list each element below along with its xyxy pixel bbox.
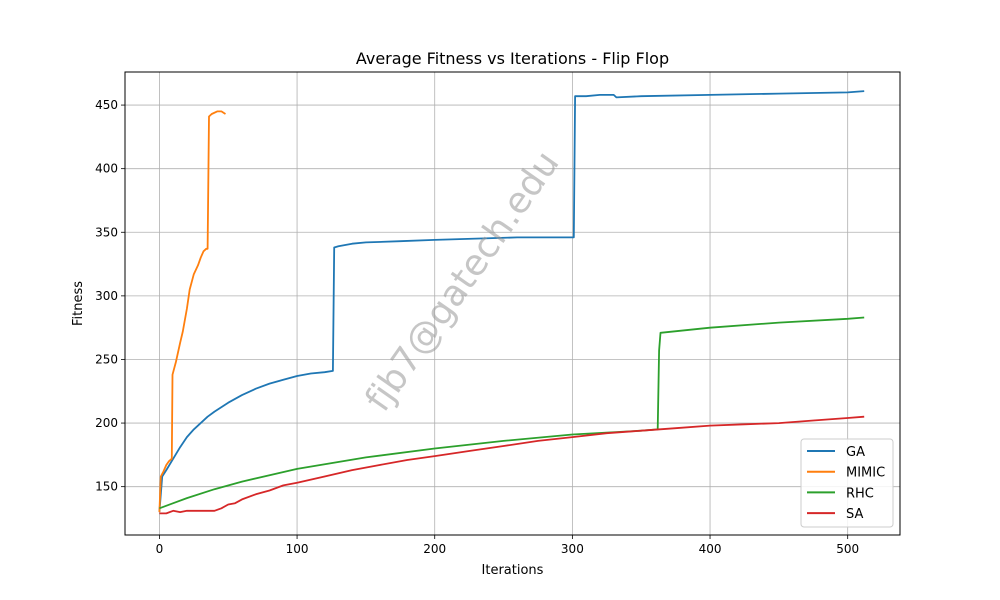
plot-frame <box>124 71 901 536</box>
legend-label-sa: SA <box>846 507 863 522</box>
y-tick-label: 450 <box>95 98 118 112</box>
y-tick-label: 250 <box>95 352 118 366</box>
y-tick-label: 200 <box>95 416 118 430</box>
legend-label-mimic: MIMIC <box>846 466 885 481</box>
x-tick-label: 400 <box>699 542 722 556</box>
chart-title: Average Fitness vs Iterations - Flip Flo… <box>356 49 669 68</box>
series-line-ga <box>158 90 865 513</box>
y-axis-label: Fitness <box>71 281 86 326</box>
y-tick-label: 350 <box>95 225 118 239</box>
watermark: fjb7@gatech.edu <box>358 144 568 419</box>
legend-label-ga: GA <box>846 445 865 460</box>
y-tick-label: 400 <box>95 162 118 176</box>
legend-label-rhc: RHC <box>846 486 874 501</box>
legend-box <box>800 438 894 528</box>
y-tick-label: 150 <box>95 480 118 494</box>
x-tick-label: 0 <box>156 542 164 556</box>
grid-lines <box>125 72 900 535</box>
series-line-rhc <box>159 316 865 510</box>
x-tick-label: 300 <box>561 542 584 556</box>
y-tick-label: 300 <box>95 289 118 303</box>
x-tick-label: 200 <box>423 542 446 556</box>
x-tick-label: 500 <box>836 542 859 556</box>
series-line-sa <box>159 415 865 515</box>
legend: GA MIMIC RHC SA <box>800 438 894 528</box>
x-axis-label: Iterations <box>482 563 544 578</box>
series-line-mimic <box>158 110 226 513</box>
axis-ticks: 0 100 200 300 400 500 150 200 250 300 350 400 450 <box>95 98 859 556</box>
x-tick-label: 100 <box>286 542 309 556</box>
series-lines <box>158 90 865 515</box>
